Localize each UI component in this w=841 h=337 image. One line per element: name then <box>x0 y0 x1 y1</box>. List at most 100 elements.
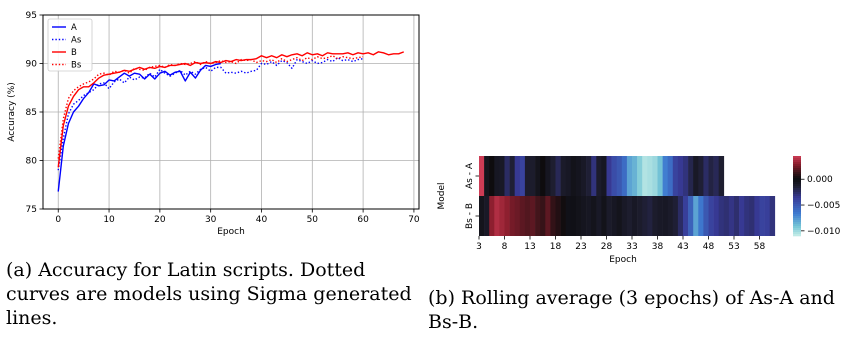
heatmap-cell <box>647 156 653 196</box>
heatmap-cell <box>723 196 730 236</box>
heatmap-cell <box>739 196 745 236</box>
heatmap-cell <box>601 196 607 236</box>
heatmap-cell <box>514 156 521 196</box>
grid-lines <box>43 14 419 210</box>
heatmap-cell <box>621 196 628 236</box>
colorbar-segment <box>793 196 801 199</box>
heatmap-cell <box>718 196 725 236</box>
heatmap-cell <box>693 156 699 196</box>
heatmap-cell <box>693 196 699 236</box>
colorbar-segment <box>793 224 801 227</box>
x-tick-label: 38 <box>652 242 664 252</box>
heatmap-cell <box>581 196 587 236</box>
heatmap-cell <box>698 196 704 236</box>
heatmap-cell <box>677 196 684 236</box>
colorbar-segment <box>793 190 801 193</box>
heatmap-cell <box>637 196 643 236</box>
y-axis-label: Model <box>437 182 447 209</box>
heatmap-cell <box>632 156 638 196</box>
heatmap-cell <box>652 156 658 196</box>
colorbar-segment <box>793 212 801 215</box>
heatmap-cell <box>667 156 674 196</box>
x-axis-label: Epoch <box>217 227 245 237</box>
colorbar-segment <box>793 198 801 201</box>
heatmap-cell <box>713 156 719 196</box>
x-tick-label: 48 <box>703 242 715 252</box>
heatmap-cell <box>713 196 719 236</box>
accuracy-line-chart: 0 10 20 30 40 50 60 70 75 80 85 90 95 Epoch Accuracy… <box>7 11 420 237</box>
x-tick-label: 30 <box>205 215 217 225</box>
heatmap-cell <box>545 196 551 236</box>
legend-label: As <box>71 36 82 46</box>
colorbar-segment <box>793 166 801 169</box>
heatmap-cell <box>672 196 679 236</box>
heatmap-cells <box>479 156 776 236</box>
x-tick-label: 20 <box>154 215 166 225</box>
heatmap-cell <box>494 196 500 236</box>
heatmap-cell <box>489 156 495 196</box>
heatmap-cell <box>586 196 592 236</box>
heatmap-cell <box>642 196 648 236</box>
heatmap-cell <box>586 156 592 196</box>
legend-label: B <box>71 48 77 58</box>
heatmap-cell <box>728 196 735 236</box>
heatmap-cell <box>626 156 633 196</box>
colorbar-segment <box>793 158 801 161</box>
heatmap-cell <box>667 196 674 236</box>
y-tick-label: As - A <box>465 162 475 189</box>
heatmap-cell <box>555 196 561 236</box>
heatmap-cell <box>734 196 740 236</box>
heatmap-cell <box>683 196 689 236</box>
heatmap-cell <box>769 196 776 236</box>
colorbar: 0.000 −0.005 −0.010 <box>793 156 841 237</box>
heatmap-cell <box>703 156 709 196</box>
heatmap-cell <box>514 196 521 236</box>
series-line-a <box>57 62 221 192</box>
heatmap-cell <box>652 196 658 236</box>
heatmap-cell <box>479 156 485 196</box>
x-tick-label: 13 <box>524 242 535 252</box>
heatmap-cell <box>708 196 714 236</box>
heatmap-cell <box>509 156 515 196</box>
heatmap-cell <box>535 196 541 236</box>
colorbar-segment <box>793 206 801 209</box>
x-tick-label: 43 <box>677 242 688 252</box>
heatmap-cell <box>764 196 770 236</box>
colorbar-segment <box>793 232 801 235</box>
x-tick-label: 60 <box>357 215 369 225</box>
heatmap-cell <box>677 156 684 196</box>
x-tick-label: 10 <box>103 215 115 225</box>
colorbar-segment <box>793 202 801 205</box>
heatmap-cell <box>489 196 495 236</box>
colorbar-segment <box>793 204 801 207</box>
x-tick-label: 23 <box>575 242 586 252</box>
heatmap-cell <box>626 196 633 236</box>
heatmap-cell <box>703 196 709 236</box>
heatmap-cell <box>606 156 612 196</box>
legend: A As B Bs <box>47 18 93 72</box>
colorbar-segment <box>793 168 801 171</box>
colorbar-segment <box>793 174 801 177</box>
heatmap-cell <box>540 196 546 236</box>
colorbar-tick-label: −0.010 <box>807 227 841 237</box>
colorbar-segment <box>793 210 801 213</box>
y-axis-label: Accuracy (%) <box>7 82 17 142</box>
heatmap-cell <box>581 156 587 196</box>
heatmap-cell <box>524 156 531 196</box>
heatmap-cell <box>519 156 526 196</box>
heatmap-cell <box>611 196 617 236</box>
x-tick-label: 50 <box>307 215 319 225</box>
heatmap-cell <box>504 156 510 196</box>
colorbar-segment <box>793 228 801 231</box>
colorbar-segment <box>793 188 801 191</box>
heatmap-cell <box>575 156 582 196</box>
heatmap-cell <box>550 196 556 236</box>
heatmap-cell <box>642 156 648 196</box>
heatmap-cell <box>540 156 546 196</box>
heatmap-cell <box>545 156 551 196</box>
heatmap-cell <box>657 196 663 236</box>
colorbar-segment <box>793 170 801 173</box>
series-lines <box>57 51 405 192</box>
